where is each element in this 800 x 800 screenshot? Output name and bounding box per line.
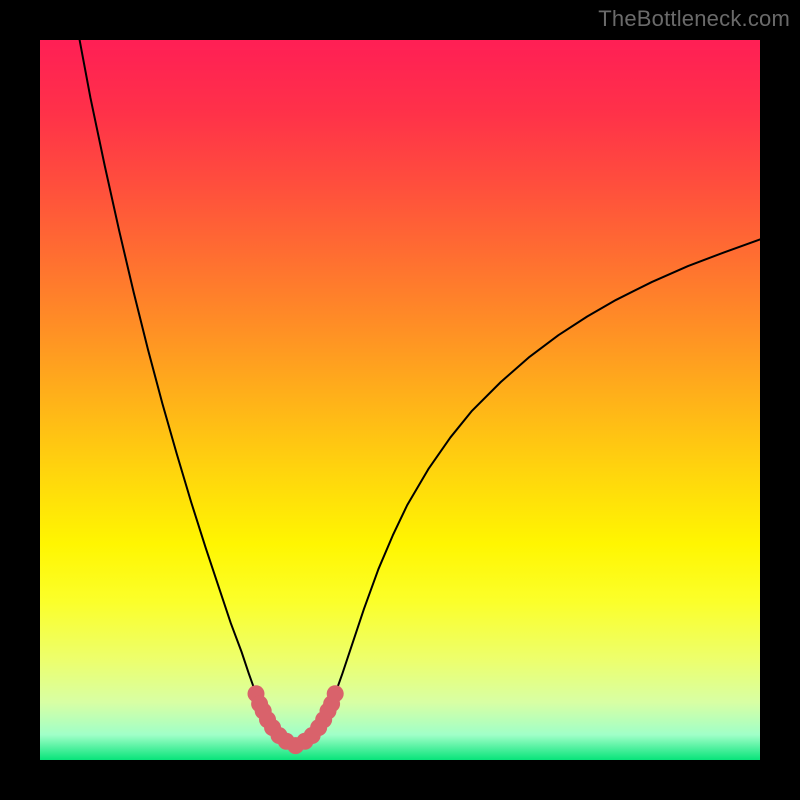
chart-frame: TheBottleneck.com	[0, 0, 800, 800]
plot-background	[40, 40, 760, 760]
plot-svg	[40, 40, 760, 760]
plot-area	[40, 40, 760, 760]
watermark-text: TheBottleneck.com	[598, 6, 790, 32]
marker-dot	[327, 685, 344, 702]
